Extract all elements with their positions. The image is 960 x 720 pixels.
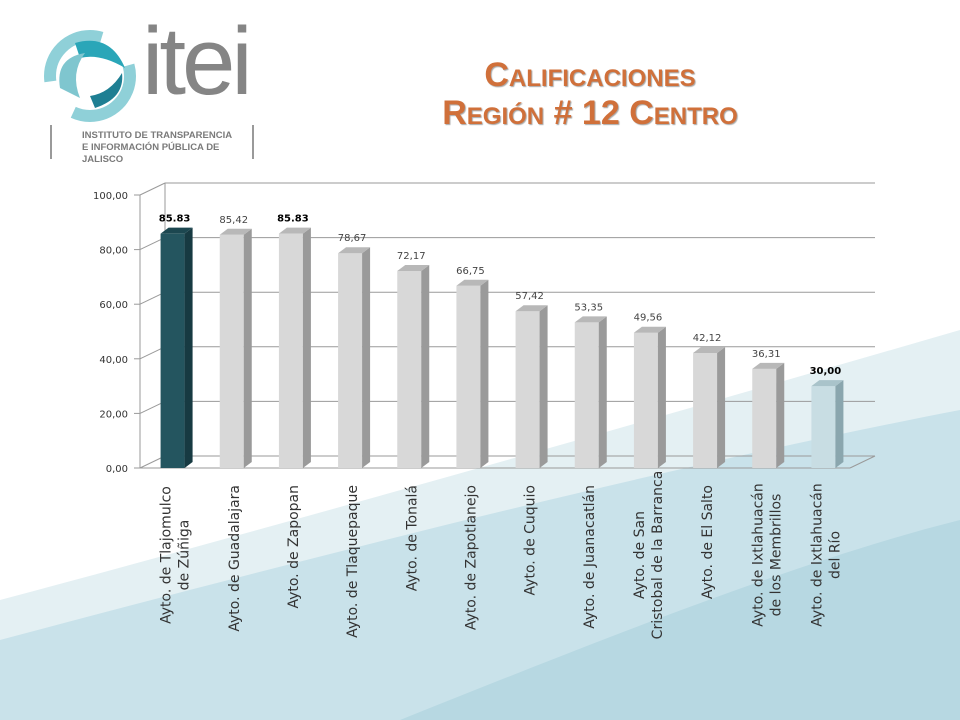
- bar: [752, 368, 777, 468]
- x-tick-label: Ayto. de Tonalá: [404, 485, 420, 591]
- x-tick-label-line: Ayto. de Cuquio: [523, 485, 539, 595]
- bar: [456, 285, 481, 468]
- bar-top: [693, 347, 726, 354]
- x-tick-label: Ayto. de Ixtlahuacán de los Membrillos: [750, 483, 784, 626]
- x-tick-label-line: Ayto. de Guadalajara: [227, 485, 243, 632]
- bar: [160, 233, 185, 468]
- data-label: 53,35: [574, 302, 603, 313]
- y-tick-label: 0,00: [106, 464, 128, 475]
- x-tick-label-line: del Río: [827, 531, 843, 579]
- bar: [515, 311, 540, 468]
- data-label: 78,67: [338, 233, 367, 244]
- bar: [693, 353, 718, 468]
- bar-top: [397, 264, 430, 271]
- bar-top: [811, 380, 844, 387]
- gridline-diagonal: [139, 182, 166, 196]
- bar-side: [776, 362, 785, 468]
- page-title: Calificaciones Región # 12 Centro: [380, 56, 800, 132]
- x-tick-label-line: Ayto. de Tlaquepaque: [345, 485, 361, 638]
- bar-side: [302, 227, 311, 468]
- bar-side: [835, 380, 844, 468]
- data-label: 85,42: [219, 215, 248, 226]
- bar: [338, 253, 363, 468]
- data-label: 66,75: [456, 266, 485, 277]
- y-tick-label: 80,00: [99, 246, 128, 257]
- data-label: 57,42: [515, 291, 544, 302]
- itei-subtitle-line2: E INFORMACIÓN PÚBLICA DE JALISCO: [82, 142, 220, 165]
- x-tick-label: Ayto. de El Salto: [700, 485, 716, 599]
- bar-top: [515, 305, 548, 312]
- bar-side: [598, 316, 607, 468]
- x-tick-label-line: Ayto. de Ixtlahuacán: [809, 483, 825, 626]
- x-tick-label: Ayto. de Cuquio: [523, 485, 539, 595]
- data-label: 30,00: [810, 366, 842, 377]
- itei-logo: itei INSTITUTO DE TRANSPARENCIA E INFORM…: [40, 14, 280, 170]
- bar: [397, 270, 422, 468]
- bar-side: [657, 326, 666, 468]
- page-title-line1: Calificaciones: [484, 56, 696, 94]
- bar: [574, 322, 599, 468]
- itei-logo-icon: [44, 30, 136, 122]
- bar-top: [160, 227, 193, 234]
- bar-side: [243, 228, 252, 468]
- x-tick-label: Ayto. de San Cristobal de la Barranca: [632, 471, 666, 640]
- bar-top: [574, 316, 607, 323]
- x-tick-label-line: de los Membrillos: [768, 494, 784, 617]
- bar-side: [480, 279, 489, 468]
- x-tick-label-line: Ayto. de San: [632, 511, 648, 599]
- y-tick-label: 60,00: [99, 300, 128, 311]
- x-tick-label-line: Ayto. de Zapotlanejo: [463, 485, 479, 630]
- bar-top: [338, 247, 371, 254]
- data-label: 49,56: [634, 313, 663, 324]
- floor-edge: [849, 455, 876, 469]
- x-tick-label-line: Ayto. de Ixtlahuacán: [750, 483, 766, 626]
- x-tick-label: Ayto. de Zapotlanejo: [463, 485, 479, 630]
- data-label: 42,12: [693, 333, 722, 344]
- data-label: 72,17: [397, 251, 426, 262]
- bar: [633, 332, 658, 468]
- x-tick-label-line: Ayto. de El Salto: [700, 485, 716, 599]
- bar-side: [421, 264, 430, 468]
- bar-top: [278, 227, 311, 234]
- itei-wordmark: itei: [142, 8, 253, 115]
- page-title-line2: Región # 12 Centro: [442, 94, 738, 132]
- x-tick-label: Ayto. de Tlajomulco de Zúñiga: [159, 486, 193, 624]
- y-tick-label: 40,00: [99, 355, 128, 366]
- bar: [811, 386, 836, 468]
- bar-side: [184, 227, 193, 468]
- itei-subtitle: INSTITUTO DE TRANSPARENCIA E INFORMACIÓN…: [50, 125, 254, 165]
- y-tick-label: 20,00: [99, 409, 128, 420]
- x-tick-label: Ayto. de Tlaquepaque: [345, 485, 361, 638]
- x-tick-label-line: de Zúñiga: [177, 520, 193, 591]
- data-label: 85.83: [277, 214, 309, 225]
- x-tick-label-line: Ayto. de Tonalá: [404, 485, 420, 591]
- bar-top: [219, 228, 252, 235]
- data-label: 85.83: [159, 214, 191, 225]
- bar-top: [633, 326, 666, 333]
- x-tick-label: Ayto. de Juanacatlán: [582, 485, 598, 629]
- bar-side: [717, 347, 726, 468]
- x-tick-label-line: Ayto. de Juanacatlán: [582, 485, 598, 629]
- bar: [278, 233, 303, 468]
- x-tick-label: Ayto. de Zapopan: [286, 485, 302, 609]
- y-tick-label: 100,00: [93, 191, 128, 202]
- x-tick-label-line: Ayto. de Tlajomulco: [159, 486, 175, 624]
- bar-side: [362, 247, 371, 468]
- bar-top: [456, 279, 489, 286]
- data-label: 36,31: [752, 349, 781, 360]
- itei-subtitle-line1: INSTITUTO DE TRANSPARENCIA: [82, 130, 233, 141]
- x-tick-label-line: Ayto. de Zapopan: [286, 485, 302, 609]
- bar-side: [539, 305, 548, 468]
- x-tick-label: Ayto. de Ixtlahuacán del Río: [809, 483, 843, 626]
- x-tick-label-line: Cristobal de la Barranca: [650, 471, 666, 640]
- x-tick-label: Ayto. de Guadalajara: [227, 485, 243, 632]
- bar-top: [752, 362, 785, 369]
- bar: [219, 234, 244, 468]
